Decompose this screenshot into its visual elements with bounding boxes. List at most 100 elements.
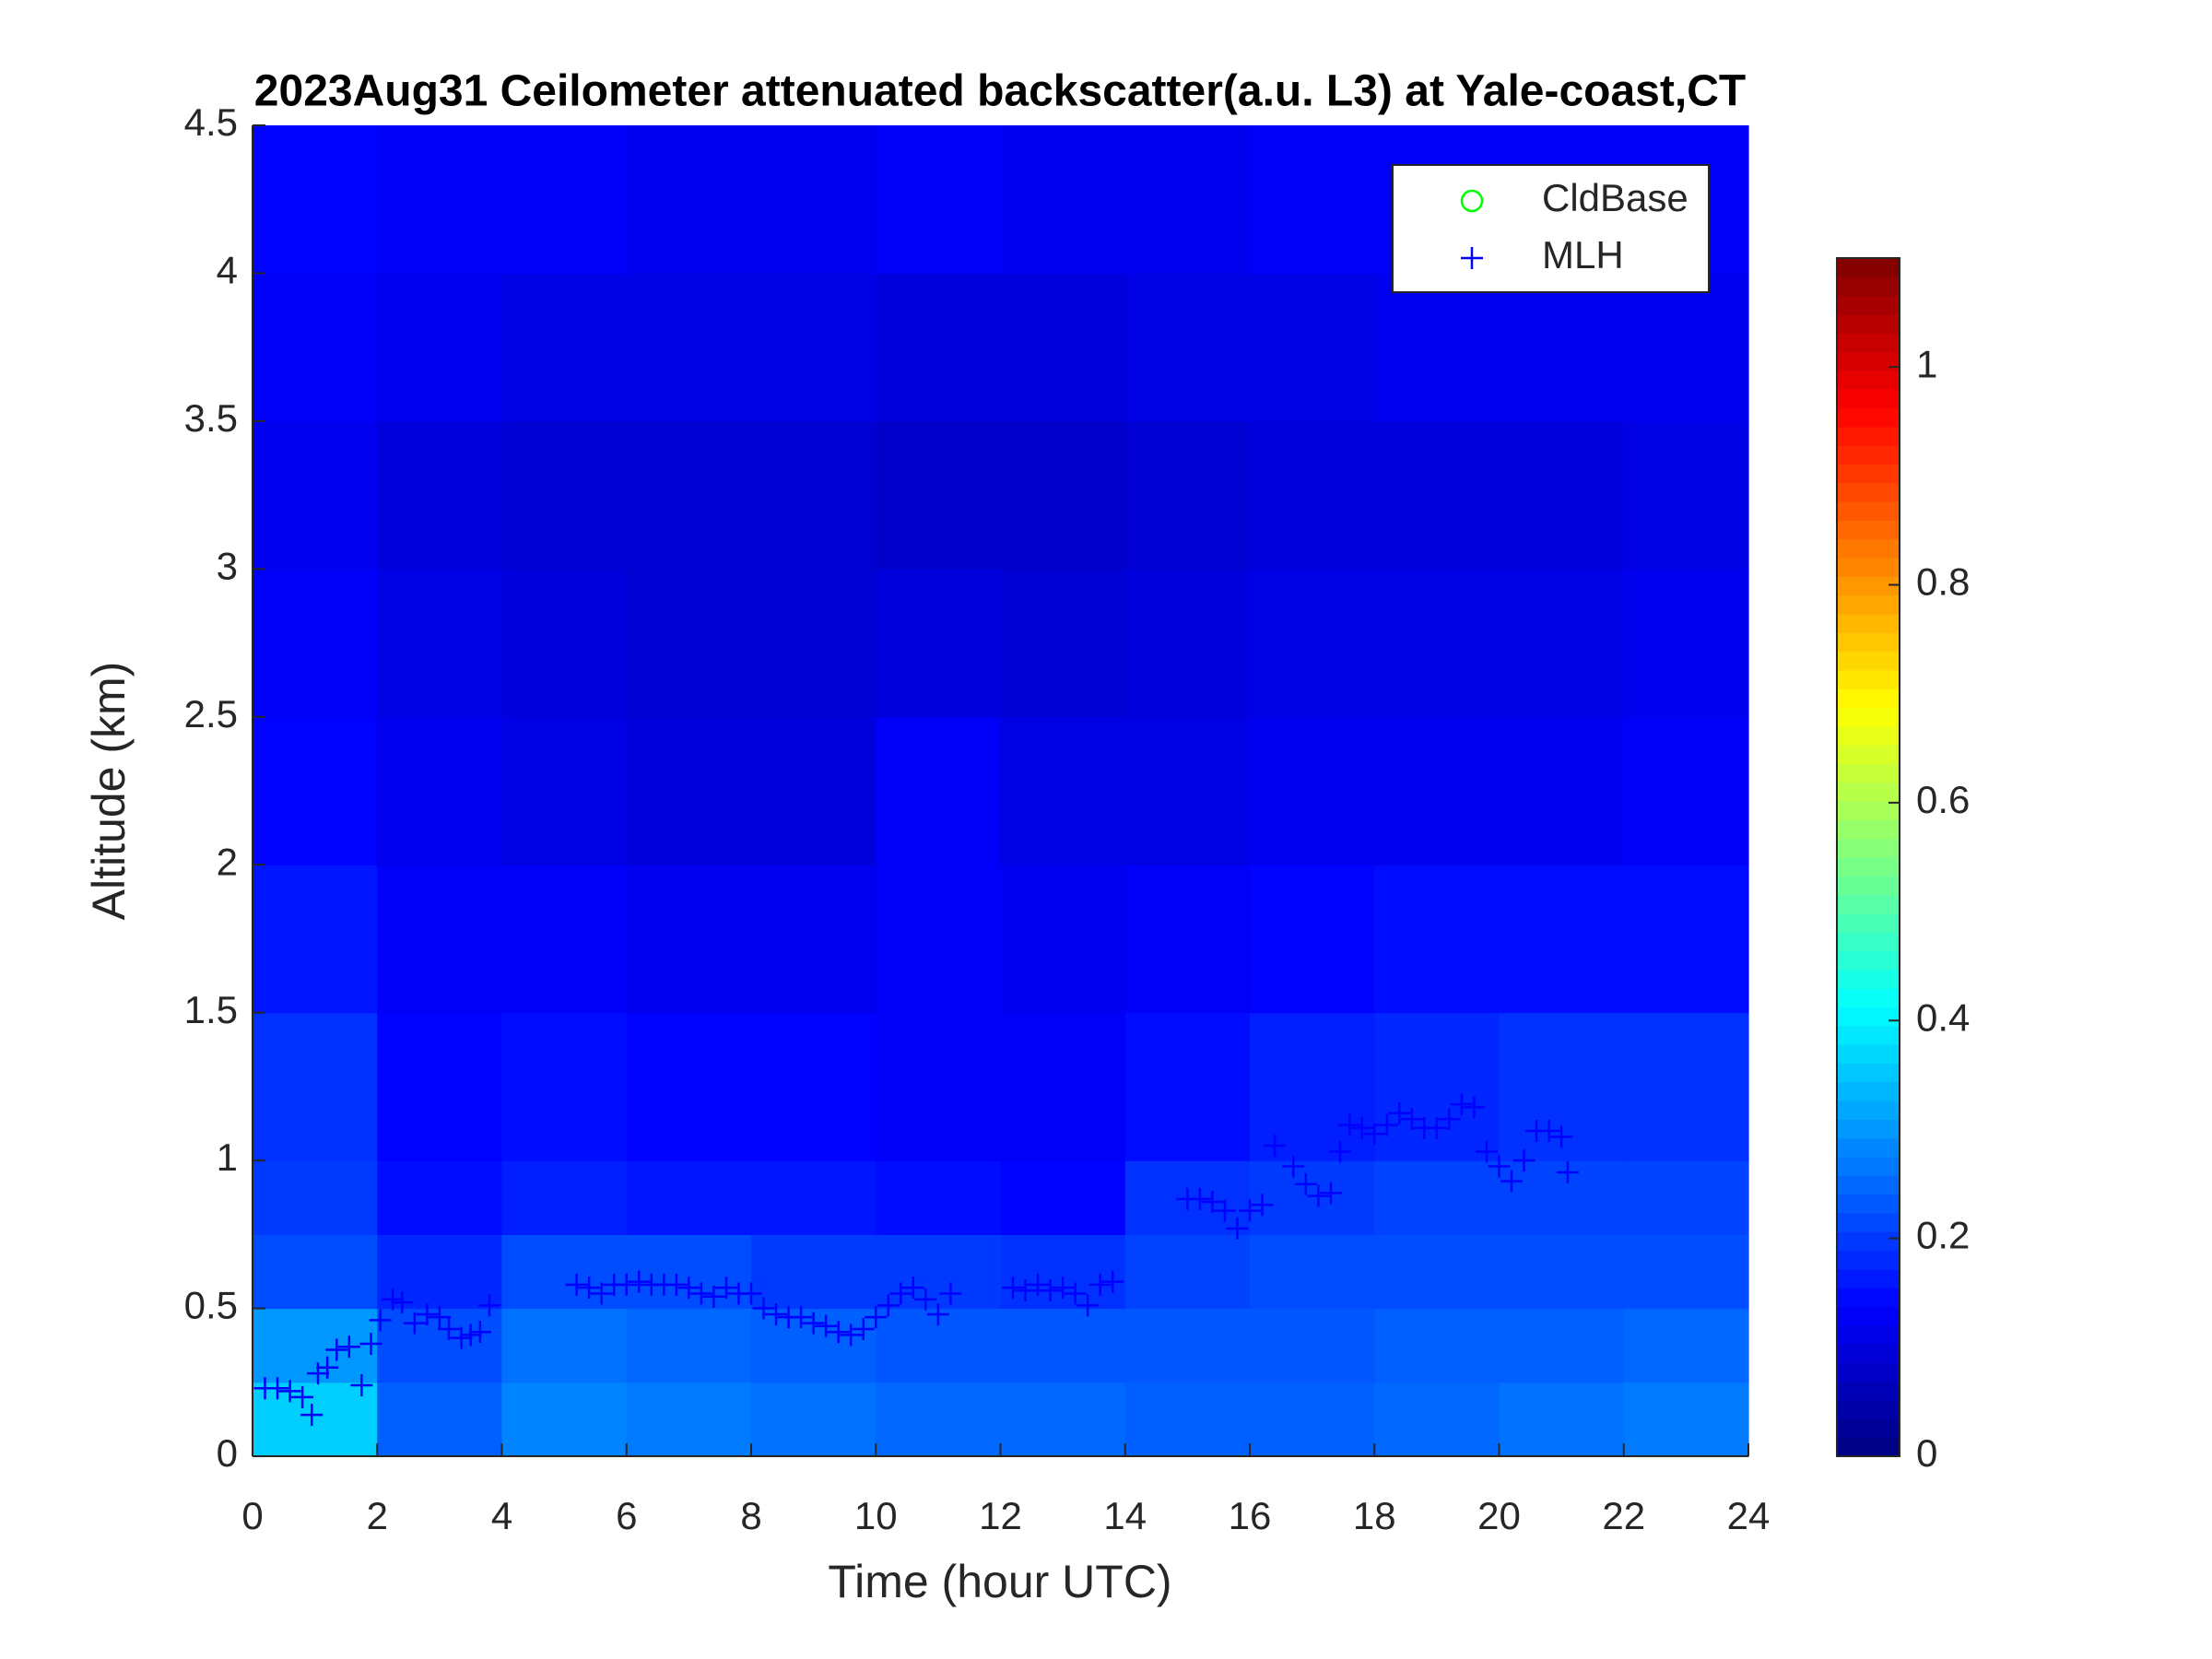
y-tick-label: 4: [217, 249, 238, 292]
heatmap-cell: [501, 1308, 628, 1383]
mlh-marker: [1556, 1160, 1579, 1183]
heatmap-cell: [1499, 865, 1625, 1014]
heatmap-cell: [1374, 865, 1500, 1014]
colorbar-segment: [1837, 1212, 1900, 1232]
colorbar-segment: [1837, 1063, 1900, 1083]
heatmap-cell: [501, 1012, 628, 1161]
mlh-marker: [350, 1373, 373, 1396]
heatmap-cell: [1124, 1012, 1251, 1161]
heatmap-cell: [751, 1160, 877, 1235]
heatmap-cell: [501, 1160, 628, 1235]
y-tick-label: 0: [217, 1431, 238, 1475]
heatmap-cell: [253, 865, 378, 1014]
colorbar-segment: [1837, 1268, 1900, 1288]
mlh-marker: [926, 1302, 949, 1325]
colorbar-segment: [1837, 1324, 1900, 1345]
heatmap-cell: [253, 273, 378, 422]
heatmap-cell: [501, 1234, 628, 1310]
colorbar-segment: [1837, 725, 1900, 746]
heatmap-cell: [1250, 125, 1375, 275]
mlh-marker: [615, 1273, 638, 1296]
mlh-marker: [714, 1277, 737, 1300]
colorbar-tick-label: 0: [1916, 1431, 1937, 1475]
heatmap-cell: [1250, 716, 1375, 865]
mlh-marker: [1388, 1101, 1411, 1124]
heatmap-cell: [253, 1308, 378, 1383]
mlh-marker: [1239, 1199, 1261, 1222]
colorbar-segment: [1837, 1137, 1900, 1158]
colorbar-segment: [1837, 558, 1900, 577]
colorbar-segment: [1837, 351, 1900, 371]
heatmap-cell: [1623, 1308, 1749, 1383]
heatmap-cell: [501, 716, 628, 865]
heatmap-cell: [1623, 1012, 1749, 1161]
heatmap-cell: [1000, 1382, 1126, 1457]
colorbar-segment: [1837, 782, 1900, 802]
heatmap-cell: [1374, 420, 1500, 570]
heatmap-cell: [253, 1382, 378, 1457]
mlh-marker: [815, 1314, 838, 1337]
mlh-marker: [914, 1288, 937, 1311]
colorbar-segment: [1837, 1025, 1900, 1045]
mlh-marker: [369, 1309, 392, 1332]
mlh-marker: [438, 1318, 461, 1341]
y-tick-label: 1: [217, 1135, 238, 1179]
mlh-marker: [300, 1404, 324, 1427]
mlh-marker: [827, 1321, 850, 1344]
mlh-marker: [877, 1294, 900, 1317]
x-tick-label: 6: [616, 1494, 637, 1537]
heatmap-cell: [876, 865, 1002, 1014]
mlh-marker: [689, 1282, 712, 1305]
x-tick-label: 20: [1477, 1494, 1521, 1537]
colorbar-segment: [1837, 613, 1900, 633]
mlh-marker: [1500, 1170, 1524, 1193]
x-tick-label: 14: [1103, 1494, 1147, 1537]
heatmap-cell: [876, 273, 1002, 422]
colorbar-segment: [1837, 576, 1900, 596]
colorbar-segment: [1837, 1081, 1900, 1101]
heatmap-cell: [1623, 865, 1749, 1014]
mlh-marker: [1226, 1217, 1249, 1240]
mlh-marker: [765, 1302, 788, 1325]
heatmap-cell: [501, 865, 628, 1014]
heatmap-cell: [1250, 569, 1375, 718]
heatmap-cell: [1250, 420, 1375, 570]
heatmap-cell: [1250, 1160, 1375, 1235]
colorbar-segment: [1837, 688, 1900, 709]
colorbar-segment: [1837, 838, 1900, 858]
heatmap-cell: [626, 569, 752, 718]
heatmap-cell: [1623, 569, 1749, 718]
heatmap-cell: [1499, 1382, 1625, 1457]
y-tick-label: 3.5: [184, 396, 238, 440]
colorbar-segment: [1837, 1175, 1900, 1195]
heatmap-cell: [1623, 1382, 1749, 1457]
colorbar-segment: [1837, 1044, 1900, 1065]
x-tick-label: 22: [1602, 1494, 1645, 1537]
mlh-marker: [1350, 1116, 1373, 1139]
heatmap-cell: [1124, 125, 1251, 275]
colorbar-segment: [1837, 1119, 1900, 1139]
mlh-marker: [477, 1294, 500, 1317]
heatmap-cell: [253, 716, 378, 865]
heatmap-cell: [1124, 1308, 1251, 1383]
colorbar-segment: [1837, 1400, 1900, 1419]
colorbar-segment: [1837, 707, 1900, 727]
heatmap-cell: [377, 420, 503, 570]
colorbar-segment: [1837, 1437, 1900, 1457]
heatmap-cell: [1623, 273, 1749, 422]
heatmap-cell: [253, 1234, 378, 1310]
heatmap-cell: [751, 1234, 877, 1310]
heatmap-cell: [1374, 273, 1500, 422]
y-tick-label: 4.5: [184, 100, 238, 144]
heatmap-cell: [377, 569, 503, 718]
colorbar-segment: [1837, 389, 1900, 409]
y-tick-label: 2.5: [184, 692, 238, 735]
legend-label: CldBase: [1542, 176, 1688, 219]
mlh-marker: [403, 1312, 426, 1335]
y-tick-label: 2: [217, 840, 238, 883]
mlh-marker: [752, 1297, 775, 1320]
colorbar-tick-label: 1: [1916, 342, 1937, 385]
colorbar-segment: [1837, 651, 1900, 671]
colorbar-segment: [1837, 669, 1900, 689]
